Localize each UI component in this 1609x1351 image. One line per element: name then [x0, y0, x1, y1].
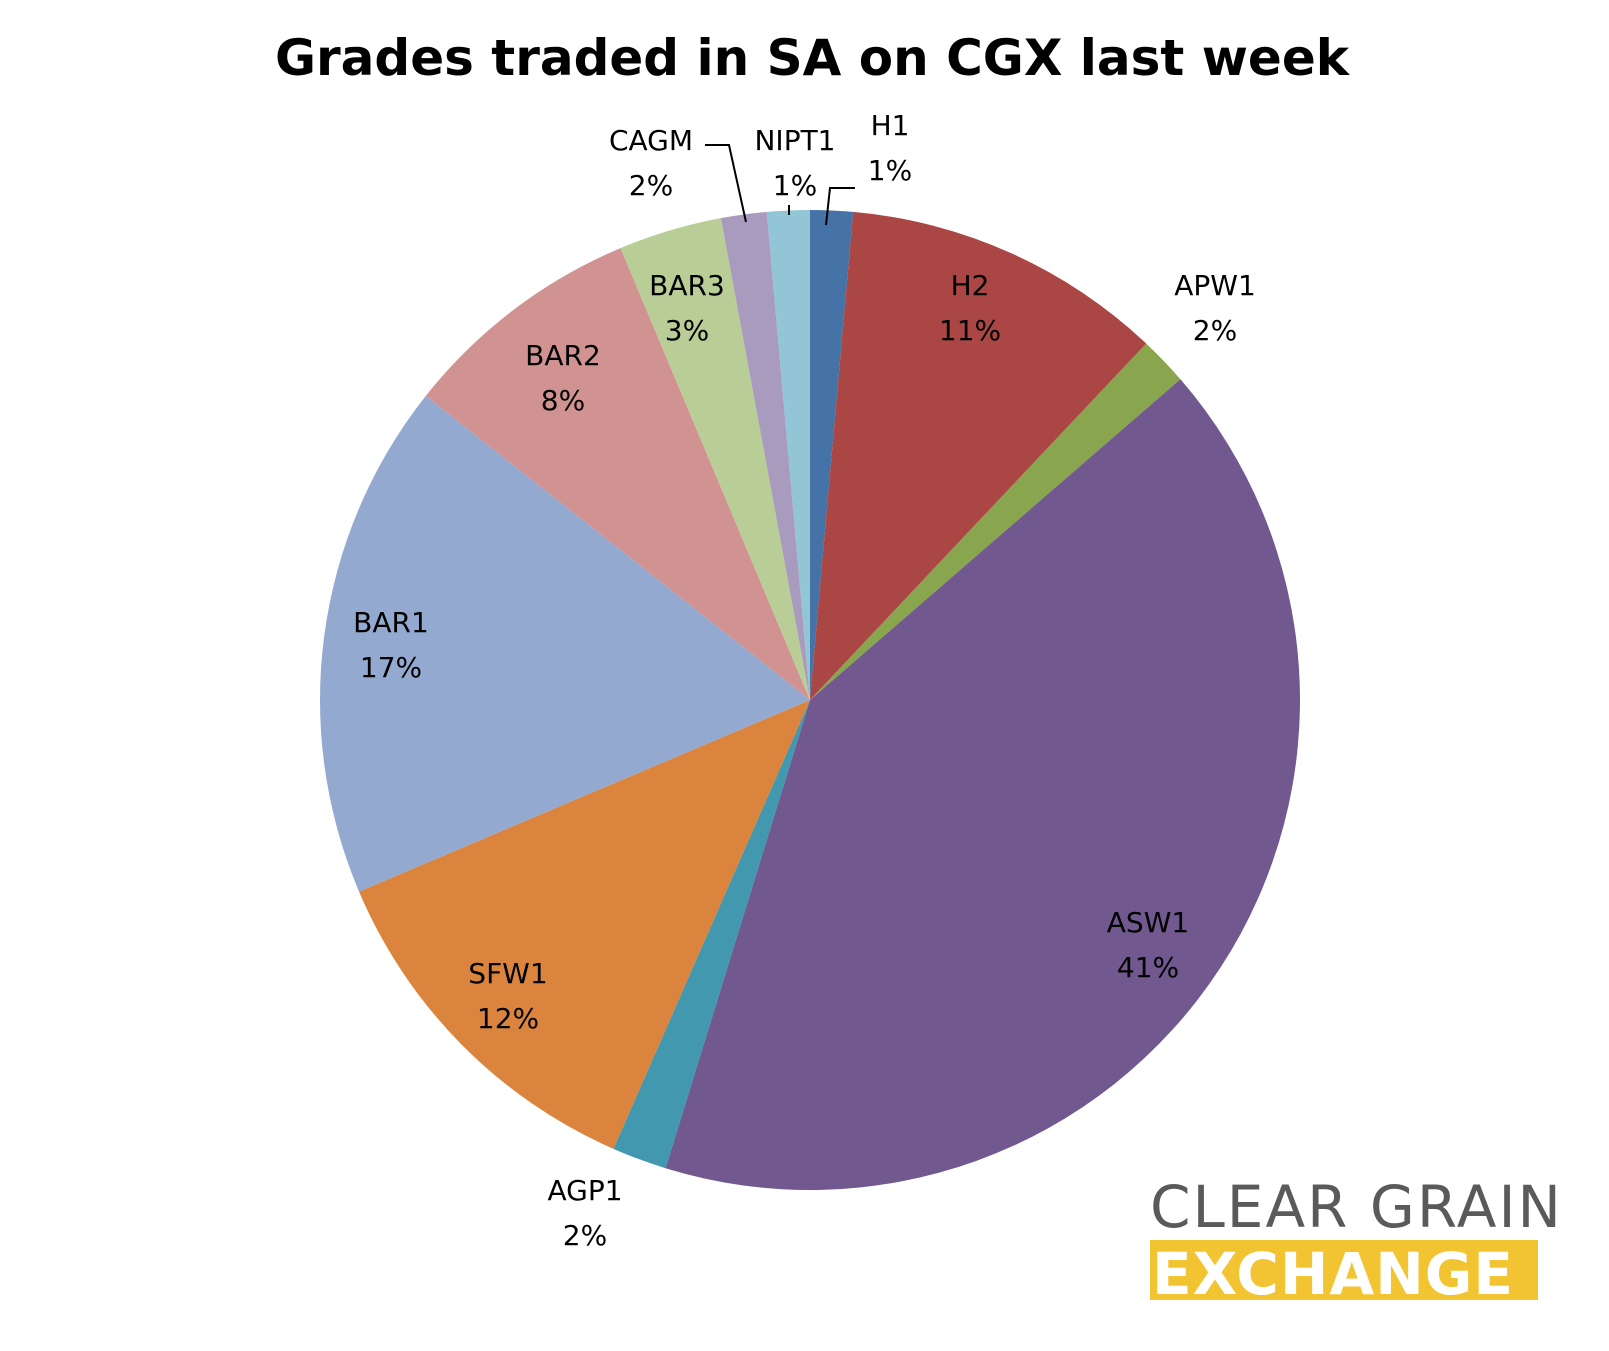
chart-title: Grades traded in SA on CGX last week: [275, 29, 1351, 87]
data-label-name: ASW1: [1107, 906, 1189, 939]
pie-slice-cagm: [720, 211, 810, 700]
data-label-percent: 2%: [629, 169, 673, 202]
data-label-percent: 41%: [1117, 951, 1179, 984]
data-label-cagm: CAGM 2%: [609, 124, 693, 202]
data-label-nipt1: NIPT1 1%: [754, 124, 835, 202]
logo-line2: EXCHANGE: [1152, 1240, 1514, 1308]
pie-slice-bar3: [620, 218, 810, 700]
data-label-name: BAR1: [353, 606, 429, 639]
data-label-percent: 17%: [360, 651, 422, 684]
data-labels: H1 1%H2 11%APW1 2%ASW1 41%AGP1 2%SFW1 12%BAR1 1…: [353, 109, 1256, 1252]
data-label-name: AGP1: [547, 1174, 622, 1207]
data-label-percent: 1%: [868, 154, 912, 187]
data-label-bar1: BAR1 17%: [353, 606, 429, 684]
pie-slice-apw1: [810, 343, 1181, 700]
data-label-name: SFW1: [468, 957, 547, 990]
data-label-percent: 8%: [541, 384, 585, 417]
pie-slice-agp1: [613, 700, 810, 1169]
data-label-percent: 11%: [939, 314, 1001, 347]
data-label-name: APW1: [1174, 269, 1256, 302]
pie-slice-nipt1: [766, 210, 810, 700]
data-label-name: NIPT1: [754, 124, 835, 157]
data-label-apw1: APW1 2%: [1174, 269, 1256, 347]
pie-slice-sfw1: [359, 700, 810, 1149]
pie-slice-h1: [810, 210, 854, 700]
data-label-h1: H1 1%: [868, 109, 912, 187]
data-label-bar3: BAR3 3%: [649, 269, 725, 347]
data-label-percent: 12%: [477, 1002, 539, 1035]
logo-accent-bar: [1150, 1240, 1538, 1300]
pie-slices: [319, 210, 1301, 1191]
clear-grain-exchange-logo: CLEAR GRAIN EXCHANGE: [1150, 1173, 1563, 1308]
data-label-bar2: BAR2 8%: [525, 339, 601, 417]
data-label-name: H1: [871, 109, 910, 142]
pie-slice-h2: [810, 211, 1147, 700]
leader-lines: [705, 144, 855, 226]
data-label-name: BAR2: [525, 339, 601, 372]
data-label-percent: 1%: [773, 169, 817, 202]
leader-line-h1: [825, 187, 855, 226]
pie-slice-bar2: [425, 248, 810, 700]
data-label-percent: 3%: [665, 314, 709, 347]
pie-slice-bar1: [319, 395, 810, 892]
pie-slice-asw1: [665, 379, 1301, 1191]
data-label-percent: 2%: [1193, 314, 1237, 347]
data-label-name: CAGM: [609, 124, 693, 157]
leader-line-cagm: [705, 144, 747, 223]
data-label-percent: 2%: [563, 1219, 607, 1252]
logo-line1: CLEAR GRAIN: [1150, 1173, 1563, 1241]
data-label-agp1: AGP1 2%: [547, 1174, 622, 1252]
data-label-name: H2: [951, 269, 990, 302]
data-label-name: BAR3: [649, 269, 725, 302]
data-label-h2: H2 11%: [939, 269, 1001, 347]
data-label-asw1: ASW1 41%: [1107, 906, 1189, 984]
data-label-sfw1: SFW1 12%: [468, 957, 547, 1035]
